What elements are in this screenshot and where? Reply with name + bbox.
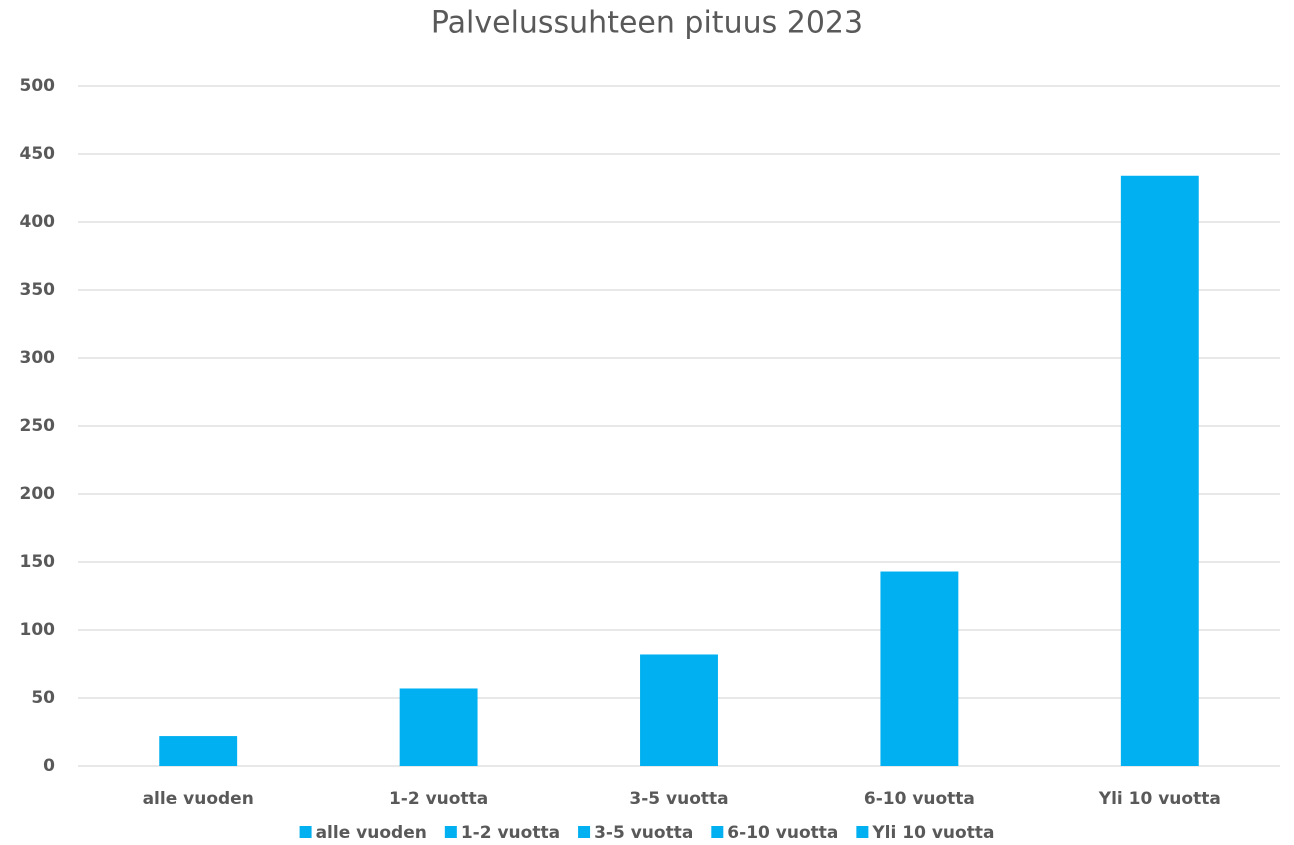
legend-swatch	[578, 826, 591, 838]
y-tick-label: 300	[20, 348, 56, 368]
legend-swatch	[299, 826, 312, 838]
legend-label: 6-10 vuotta	[727, 823, 838, 843]
x-tick-label: alle vuoden	[143, 789, 254, 809]
legend-label: 3-5 vuotta	[594, 823, 693, 843]
x-tick-label: Yli 10 vuotta	[1098, 789, 1221, 809]
legend-label: 1-2 vuotta	[461, 823, 560, 843]
y-tick-label: 50	[31, 688, 55, 708]
y-tick-label: 150	[20, 552, 56, 572]
y-tick-label: 250	[20, 416, 56, 436]
chart-title: Palvelussuhteen pituus 2023	[431, 6, 863, 41]
bar	[1120, 175, 1199, 766]
bar	[880, 571, 959, 766]
bar	[640, 654, 718, 766]
x-tick-label: 3-5 vuotta	[629, 789, 728, 809]
legend-label: Yli 10 vuotta	[871, 823, 994, 843]
bar	[159, 736, 238, 766]
y-tick-label: 200	[20, 484, 56, 504]
y-tick-label: 350	[20, 280, 56, 300]
y-tick-label: 450	[20, 144, 56, 164]
y-tick-label: 400	[20, 212, 56, 232]
x-tick-label: 1-2 vuotta	[389, 789, 488, 809]
y-tick-label: 100	[20, 620, 56, 640]
legend-swatch	[444, 826, 457, 838]
y-tick-label: 500	[20, 76, 56, 96]
bar	[399, 688, 478, 766]
y-tick-label: 0	[43, 756, 55, 776]
legend: alle vuoden 1-2 vuotta 3-5 vuotta 6-10 vuot…	[299, 823, 994, 843]
legend-label: alle vuoden	[316, 823, 427, 843]
legend-swatch	[856, 826, 869, 838]
legend-swatch	[711, 826, 724, 838]
x-tick-label: 6-10 vuotta	[864, 789, 975, 809]
